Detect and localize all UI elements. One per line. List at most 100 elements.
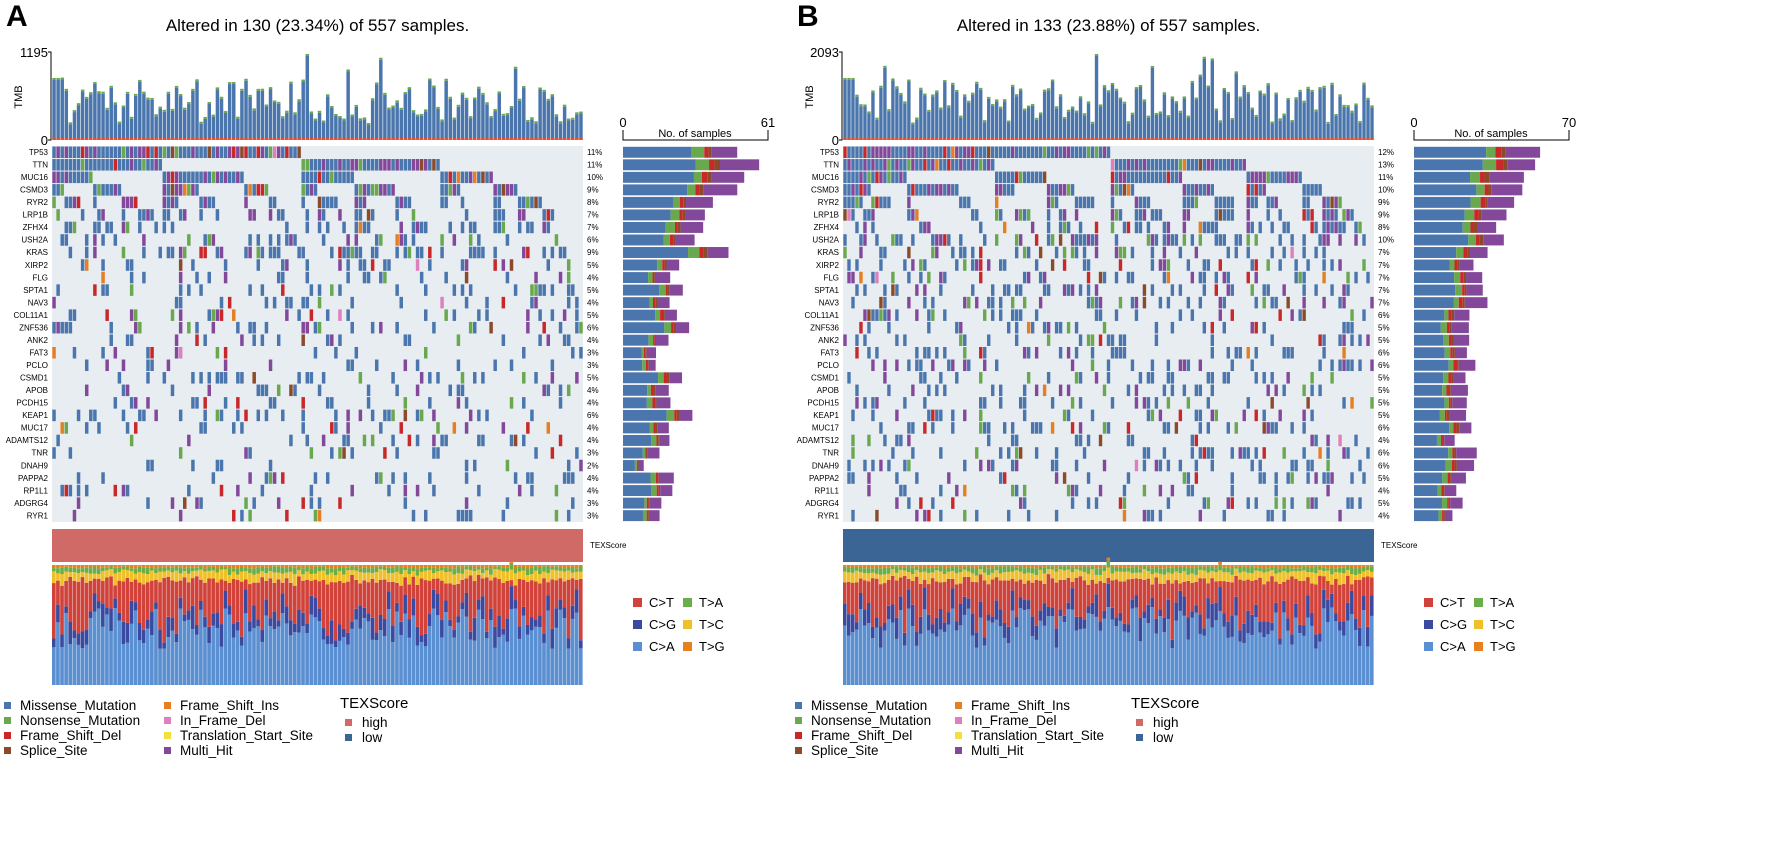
mutation-cell bbox=[851, 146, 855, 159]
tmb-bar-nonsense bbox=[1006, 120, 1011, 123]
mutation-cell bbox=[1050, 459, 1055, 472]
variant-legend-label: Translation_Start_Site bbox=[971, 728, 1104, 743]
spectrum-bar-segment bbox=[938, 566, 943, 572]
mutation-cell bbox=[1030, 221, 1035, 234]
mutation-cell bbox=[907, 209, 911, 221]
mutation-cell bbox=[162, 196, 167, 209]
mutation-cell bbox=[1250, 459, 1254, 472]
mutation-cell bbox=[240, 422, 244, 434]
tmb-bar bbox=[1298, 91, 1302, 140]
mutation-cell bbox=[236, 484, 240, 497]
mutation-cell bbox=[105, 184, 109, 196]
gene-count-bar-segment bbox=[655, 297, 657, 309]
spectrum-bar-segment bbox=[1194, 574, 1198, 582]
mutation-cell bbox=[1358, 221, 1362, 234]
mutation-cell bbox=[951, 184, 955, 196]
mutation-cell bbox=[1214, 209, 1218, 221]
spectrum-bar-segment bbox=[982, 580, 987, 638]
tmb-bar bbox=[207, 104, 211, 140]
tmb-bar bbox=[513, 68, 518, 140]
mutation-cell bbox=[1130, 246, 1135, 259]
gene-count-bar-segment bbox=[1481, 209, 1507, 221]
spectrum-bar-segment bbox=[513, 568, 518, 574]
mutation-cell bbox=[183, 209, 187, 221]
mutation-cell bbox=[1274, 296, 1278, 309]
mutation-cell bbox=[346, 271, 350, 284]
spectrum-bar-segment bbox=[1106, 560, 1111, 568]
mutation-cell bbox=[199, 196, 203, 209]
mutation-cell bbox=[1142, 397, 1147, 409]
mutation-cell bbox=[301, 246, 305, 259]
mutation-cell bbox=[460, 196, 465, 209]
spectrum-bar-segment bbox=[942, 582, 947, 623]
spectrum-bar-segment bbox=[874, 565, 879, 567]
mutation-cell bbox=[1014, 484, 1019, 497]
tmb-axis-line bbox=[48, 51, 52, 141]
mutation-cell bbox=[1366, 447, 1370, 459]
gene-percent: 13% bbox=[1378, 161, 1394, 170]
tmb-bar bbox=[1326, 123, 1330, 140]
gene-percent: 4% bbox=[1378, 511, 1390, 520]
mutation-cell bbox=[129, 397, 134, 409]
mutation-cell bbox=[542, 284, 546, 296]
spectrum-bar-segment bbox=[248, 584, 252, 622]
gene-count-bar-segment bbox=[1463, 272, 1467, 284]
spectrum-bar-segment bbox=[1210, 627, 1214, 685]
mutation-cell bbox=[1054, 509, 1059, 522]
spectrum-bar-segment bbox=[1202, 565, 1206, 567]
tmb-bar-other bbox=[191, 138, 195, 140]
mutation-cell bbox=[1082, 246, 1087, 259]
mutation-cell bbox=[428, 159, 432, 171]
mutation-cell bbox=[1310, 372, 1314, 384]
mutation-cell bbox=[963, 296, 967, 309]
tmb-bar-other bbox=[211, 138, 216, 140]
variant-legend-label: Splice_Site bbox=[811, 743, 879, 758]
mutation-cell bbox=[1166, 397, 1171, 409]
mutation-cell bbox=[1110, 184, 1115, 196]
gene-count-bar-segment bbox=[1501, 146, 1506, 158]
mutation-cell bbox=[399, 296, 403, 309]
spectrum-bar-segment bbox=[926, 584, 931, 615]
mutation-cell bbox=[174, 296, 179, 309]
panel-a: A Altered in 130 (23.34%) of 557 samples… bbox=[4, 0, 775, 758]
mutation-cell bbox=[526, 472, 530, 484]
mutation-cell bbox=[923, 422, 927, 434]
spectrum-bar-segment bbox=[92, 565, 97, 567]
mutation-cell bbox=[72, 159, 77, 171]
mutation-cell bbox=[109, 184, 113, 196]
mutation-cell bbox=[939, 409, 943, 422]
spectrum-bar-segment bbox=[1106, 583, 1111, 608]
spectrum-bar-segment bbox=[550, 566, 555, 570]
spectrum-bar-segment bbox=[846, 582, 851, 615]
tmb-bar bbox=[1034, 119, 1039, 140]
gene-count-bar-segment bbox=[658, 434, 660, 446]
mutation-cell bbox=[342, 171, 346, 184]
spectrum-bar-segment bbox=[264, 580, 269, 600]
gene-percent: 12% bbox=[1378, 148, 1394, 157]
mutation-cell bbox=[321, 372, 326, 384]
mutation-cell bbox=[863, 397, 867, 409]
spectrum-bar-segment bbox=[101, 626, 105, 685]
spectrum-bar-segment bbox=[497, 565, 501, 567]
spectrum-bar-segment bbox=[1154, 572, 1159, 578]
tmb-bar-nonsense bbox=[1366, 97, 1370, 100]
spectrum-bar-segment bbox=[174, 566, 179, 571]
mutation-cell bbox=[939, 234, 943, 246]
mutation-cell bbox=[1222, 196, 1226, 209]
mutation-cell bbox=[927, 271, 931, 284]
spectrum-bar-segment bbox=[264, 599, 269, 616]
variant-legend-swatch bbox=[795, 747, 802, 754]
mutation-cell bbox=[477, 484, 481, 497]
tmb-bar-nonsense bbox=[272, 100, 277, 103]
spectrum-bar-segment bbox=[178, 565, 183, 568]
mutation-cell bbox=[558, 321, 563, 334]
mutation-cell bbox=[52, 447, 56, 459]
mutation-cell bbox=[1034, 234, 1039, 246]
tmb-bar-nonsense bbox=[170, 108, 175, 111]
spectrum-bar-segment bbox=[1250, 565, 1254, 567]
gene-label: FAT3 bbox=[820, 348, 839, 357]
spectrum-bar-segment bbox=[1274, 573, 1278, 582]
spectrum-bar-segment bbox=[484, 567, 489, 571]
spectrum-bar-segment bbox=[846, 565, 851, 568]
tmb-bar-nonsense bbox=[252, 108, 256, 111]
